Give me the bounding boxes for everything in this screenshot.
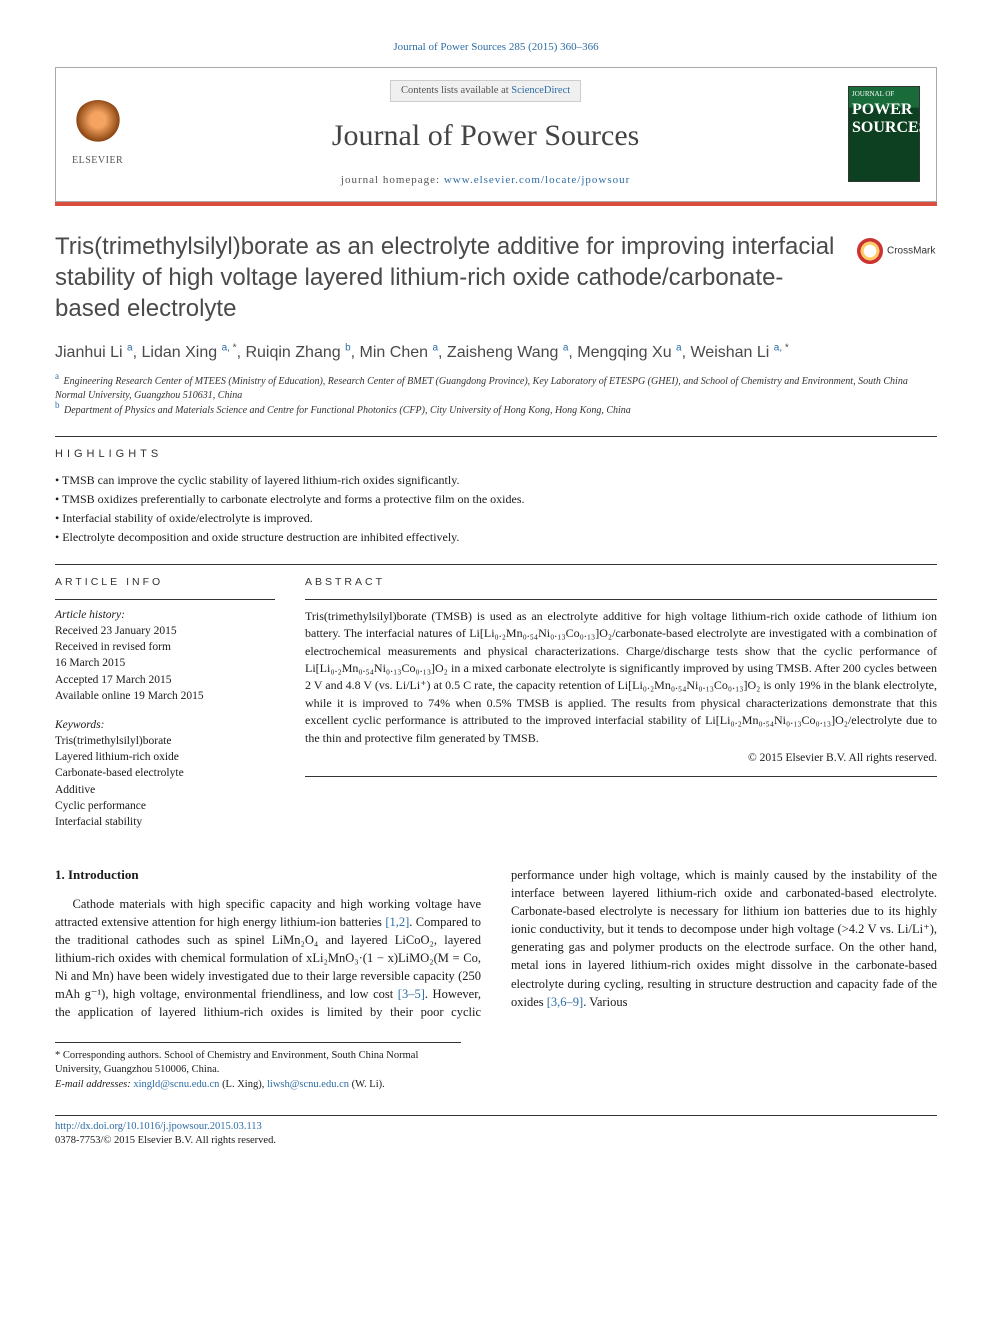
red-rule xyxy=(55,202,937,206)
article-info-label: ARTICLE INFO xyxy=(55,575,275,589)
keywords-block: Tris(trimethylsilyl)borateLayered lithiu… xyxy=(55,733,275,830)
email-who-1: (L. Xing), xyxy=(219,1079,267,1090)
highlight-item: Interfacial stability of oxide/electroly… xyxy=(55,510,937,526)
abstract-copyright: © 2015 Elsevier B.V. All rights reserved… xyxy=(305,751,937,767)
section-heading-intro: 1. Introduction xyxy=(55,866,481,885)
history-line: Accepted 17 March 2015 xyxy=(55,672,275,688)
crossmark-label: CrossMark xyxy=(887,246,935,257)
keyword-item: Carbonate-based electrolyte xyxy=(55,765,275,781)
homepage-prefix: journal homepage: xyxy=(341,174,444,186)
elsevier-logo[interactable]: ELSEVIER xyxy=(72,100,123,168)
authors-line: Jianhui Li a, Lidan Xing a, *, Ruiqin Zh… xyxy=(55,341,937,365)
keyword-item: Cyclic performance xyxy=(55,798,275,814)
contents-available: Contents lists available at ScienceDirec… xyxy=(390,80,581,102)
affiliations: a Engineering Research Center of MTEES (… xyxy=(55,375,937,419)
intro-paragraph-1: Cathode materials with high specific cap… xyxy=(55,866,937,1022)
rule xyxy=(55,564,937,565)
email-who-2: (W. Li). xyxy=(349,1079,385,1090)
citation-link-3-5[interactable]: [3–5] xyxy=(398,987,425,1001)
keyword-item: Additive xyxy=(55,782,275,798)
article-title: Tris(trimethylsilyl)borate as an electro… xyxy=(55,232,837,324)
footer: http://dx.doi.org/10.1016/j.jpowsour.201… xyxy=(55,1115,937,1148)
keyword-item: Tris(trimethylsilyl)borate xyxy=(55,733,275,749)
intro-p2-post: . Various xyxy=(583,995,627,1009)
citation-link-1-2[interactable]: [1,2] xyxy=(385,915,409,929)
keywords-label: Keywords: xyxy=(55,718,275,734)
journal-cover-thumb[interactable]: JOURNAL OF POWER SOURCES xyxy=(848,86,920,182)
elsevier-tree-icon xyxy=(73,100,123,150)
highlights-label: HIGHLIGHTS xyxy=(55,447,937,462)
email-link-xing[interactable]: xingld@scnu.edu.cn xyxy=(133,1079,219,1090)
history-line: Received 23 January 2015 xyxy=(55,623,275,639)
homepage-line: journal homepage: www.elsevier.com/locat… xyxy=(123,173,848,188)
cover-text-power: POWER xyxy=(852,103,916,117)
citation-line: Journal of Power Sources 285 (2015) 360–… xyxy=(55,40,937,55)
homepage-link[interactable]: www.elsevier.com/locate/jpowsour xyxy=(444,174,630,186)
cover-text-sources: SOURCES xyxy=(852,121,916,135)
abstract-label: ABSTRACT xyxy=(305,575,937,589)
sciencedirect-link[interactable]: ScienceDirect xyxy=(511,85,570,96)
history-line: 16 March 2015 xyxy=(55,655,275,671)
rule xyxy=(55,436,937,437)
history-block: Received 23 January 2015Received in revi… xyxy=(55,623,275,703)
citation-link-3-6-9[interactable]: [3,6–9] xyxy=(547,995,583,1009)
highlight-item: Electrolyte decomposition and oxide stru… xyxy=(55,529,937,545)
journal-header: ELSEVIER Contents lists available at Sci… xyxy=(55,67,937,203)
contents-prefix: Contents lists available at xyxy=(401,85,511,96)
crossmark-icon xyxy=(857,238,883,264)
issn-copyright: 0378-7753/© 2015 Elsevier B.V. All right… xyxy=(55,1135,276,1146)
abstract-text: Tris(trimethylsilyl)borate (TMSB) is use… xyxy=(305,608,937,747)
history-line: Available online 19 March 2015 xyxy=(55,688,275,704)
history-line: Received in revised form xyxy=(55,639,275,655)
email-label: E-mail addresses: xyxy=(55,1079,133,1090)
keyword-item: Interfacial stability xyxy=(55,814,275,830)
crossmark-widget[interactable]: CrossMark xyxy=(857,232,937,264)
cover-text-top: JOURNAL OF xyxy=(852,90,916,99)
journal-name: Journal of Power Sources xyxy=(123,116,848,157)
doi-link[interactable]: http://dx.doi.org/10.1016/j.jpowsour.201… xyxy=(55,1121,262,1132)
highlight-item: TMSB can improve the cyclic stability of… xyxy=(55,472,937,488)
highlights-list: TMSB can improve the cyclic stability of… xyxy=(55,472,937,546)
keyword-item: Layered lithium-rich oxide xyxy=(55,749,275,765)
highlight-item: TMSB oxidizes preferentially to carbonat… xyxy=(55,491,937,507)
email-line: E-mail addresses: xingld@scnu.edu.cn (L.… xyxy=(55,1078,461,1093)
publisher-label: ELSEVIER xyxy=(72,154,123,168)
footnotes: * Corresponding authors. School of Chemi… xyxy=(55,1042,461,1093)
body-columns: 1. Introduction Cathode materials with h… xyxy=(55,866,937,1022)
history-label: Article history: xyxy=(55,608,275,624)
corresponding-author-note: * Corresponding authors. School of Chemi… xyxy=(55,1049,461,1078)
email-link-li[interactable]: liwsh@scnu.edu.cn xyxy=(267,1079,349,1090)
